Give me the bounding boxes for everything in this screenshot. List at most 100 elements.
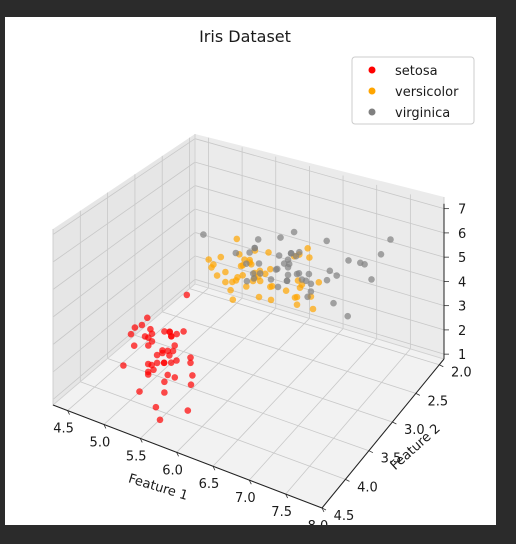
data-point-versicolor [243, 283, 250, 290]
data-point-setosa [153, 359, 161, 367]
data-point-setosa [183, 291, 191, 299]
data-point-virginica [333, 272, 341, 279]
data-point-setosa [184, 407, 192, 414]
data-point-virginica [255, 260, 263, 267]
grid-line-y [162, 311, 416, 394]
grid-line-z [194, 232, 445, 307]
data-point-virginica [387, 236, 394, 243]
z-tick-label: 4 [458, 275, 466, 290]
data-point-virginica [377, 251, 385, 258]
legend: setosa versicolor virginica [351, 56, 475, 125]
data-point-virginica [287, 250, 295, 257]
grid-line-z [194, 255, 445, 331]
grid-line-x [285, 348, 411, 495]
data-point-setosa [173, 357, 180, 364]
data-point-setosa [164, 371, 171, 379]
z-tick-label: 7 [458, 203, 466, 218]
x-tick-mark [139, 438, 143, 443]
series-setosa [120, 291, 196, 424]
grid-line-x [212, 328, 344, 467]
data-point-virginica [307, 288, 315, 295]
x-tick-label: 5.5 [126, 449, 147, 464]
data-point-setosa [144, 368, 152, 376]
data-point-setosa [187, 381, 195, 389]
data-point-versicolor [233, 235, 241, 243]
x-tick-mark [285, 493, 289, 499]
data-point-setosa [160, 359, 168, 367]
grid-line-x [67, 287, 209, 411]
data-point-setosa [161, 389, 168, 396]
data-point-virginica [283, 277, 291, 285]
y-axis-line [321, 358, 445, 509]
data-point-setosa [141, 333, 149, 340]
data-point-versicolor [222, 268, 229, 276]
data-point-versicolor [293, 293, 301, 301]
x-tick-label: 6.0 [162, 463, 183, 478]
data-points [120, 228, 394, 424]
x-tick-label: 5.0 [90, 435, 111, 450]
data-point-versicolor [227, 286, 234, 294]
data-point-virginica [274, 283, 282, 291]
data-point-versicolor [213, 272, 221, 279]
data-point-versicolor [222, 278, 229, 286]
data-point-virginica [277, 234, 284, 241]
x-tick-label: 8.0 [308, 519, 329, 525]
data-point-virginica [368, 276, 375, 283]
data-point-virginica [344, 312, 352, 320]
data-point-setosa [152, 403, 160, 411]
data-point-virginica [249, 270, 257, 277]
data-point-virginica [357, 259, 364, 267]
data-point-virginica [296, 248, 303, 256]
data-point-virginica [298, 276, 306, 283]
grid-line-z [52, 255, 196, 373]
grid-line-z [194, 208, 445, 282]
data-point-setosa [150, 366, 157, 374]
data-point-setosa [187, 359, 194, 367]
data-point-virginica [251, 244, 258, 252]
x-tick-label: 6.5 [199, 477, 220, 492]
data-point-virginica [326, 267, 334, 275]
data-point-versicolor [217, 253, 225, 261]
data-point-virginica [284, 271, 292, 279]
data-point-versicolor [268, 282, 276, 290]
data-point-virginica [256, 270, 264, 277]
y-tick-mark [439, 364, 444, 368]
y-tick-mark [368, 450, 374, 454]
data-point-setosa [156, 416, 164, 424]
data-point-virginica [243, 260, 250, 267]
x-axis-line [52, 404, 323, 509]
data-point-versicolor [282, 287, 290, 295]
x-tick-mark [176, 452, 179, 457]
data-point-virginica [275, 252, 283, 259]
y-tick-label: 4.5 [334, 509, 355, 524]
data-point-setosa [161, 328, 168, 335]
data-point-virginica [290, 228, 298, 236]
data-point-virginica [304, 293, 311, 301]
data-point-virginica [307, 280, 315, 288]
grid-line-z [194, 278, 445, 355]
z-tick-label: 6 [458, 227, 466, 242]
series-virginica [200, 228, 394, 320]
left-pane-edge [52, 134, 196, 406]
data-point-virginica [323, 276, 331, 284]
grid-line-z [52, 208, 196, 318]
data-point-setosa [127, 330, 135, 338]
legend-marker-setosa [368, 66, 376, 74]
grid-line-z [52, 161, 196, 263]
y-tick-label: 3.5 [381, 452, 402, 467]
data-point-setosa [153, 351, 161, 359]
grid-line-z [52, 232, 196, 345]
data-point-versicolor [309, 305, 317, 313]
legend-label-versicolor: versicolor [395, 85, 459, 100]
legend-marker-virginica [368, 108, 376, 116]
data-point-versicolor [267, 265, 274, 273]
data-point-versicolor [229, 296, 237, 304]
data-point-virginica [243, 277, 251, 285]
data-point-setosa [180, 328, 187, 335]
x-tick-label: 7.0 [235, 491, 256, 506]
chart-title: Iris Dataset [199, 27, 291, 46]
data-point-versicolor [208, 264, 215, 271]
data-point-setosa [187, 354, 194, 361]
data-point-virginica [330, 299, 337, 307]
tick-labels: 4.55.05.56.06.57.07.58.02.02.53.03.54.04… [53, 203, 471, 525]
